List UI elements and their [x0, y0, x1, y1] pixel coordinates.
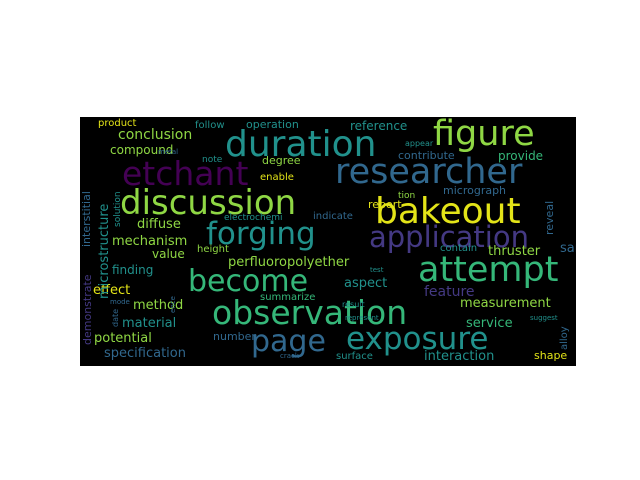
word: height — [197, 244, 229, 255]
word: service — [466, 316, 513, 331]
word: material — [122, 316, 177, 331]
word: page — [251, 324, 326, 359]
word: value — [152, 247, 185, 261]
word: researcher — [335, 152, 523, 192]
word-cloud: duration figure researcher etchant discu… — [80, 117, 576, 366]
word: ence — [169, 296, 177, 313]
word: discussion — [120, 183, 297, 223]
word: crack — [280, 352, 299, 360]
word: electrochemi — [224, 213, 283, 223]
word: degree — [262, 154, 301, 167]
word: mechanism — [112, 234, 188, 249]
word: etchant — [122, 154, 249, 193]
word: test — [370, 266, 384, 274]
word: perfluoropolyether — [228, 255, 350, 270]
word: interstitial — [80, 191, 93, 247]
word: finding — [112, 263, 154, 277]
word: represent — [345, 314, 379, 322]
word: observation — [212, 293, 408, 332]
word: sample — [560, 241, 576, 256]
word: interaction — [424, 349, 495, 364]
word: summarize — [260, 292, 316, 303]
word: become — [188, 264, 309, 299]
word: thruster — [488, 244, 541, 259]
word: compound — [110, 143, 174, 157]
word: application — [369, 220, 529, 254]
word: contain — [440, 243, 478, 254]
word: bakeout — [375, 191, 521, 232]
word: conclusion — [118, 127, 193, 143]
word: specification — [104, 346, 186, 361]
word: alloy — [559, 326, 570, 350]
word: operation — [246, 118, 299, 131]
word: forging — [206, 216, 316, 252]
word: suggest — [530, 314, 558, 322]
word: aspect — [344, 276, 388, 291]
word: micrograph — [443, 184, 507, 197]
word: product — [98, 118, 137, 129]
word: follow — [195, 120, 225, 131]
word: shape — [534, 349, 568, 362]
word: provide — [498, 149, 544, 163]
word: microstructure — [97, 203, 112, 299]
word: report — [368, 198, 402, 211]
word: enable — [260, 172, 294, 183]
word: measurement — [460, 296, 551, 311]
word: number — [213, 330, 256, 343]
word: method — [133, 298, 184, 313]
word: note — [202, 155, 223, 165]
word: tion — [398, 191, 416, 201]
word: contribute — [398, 149, 455, 162]
word: potential — [94, 331, 152, 346]
word: effect — [93, 283, 131, 298]
word: metal — [158, 148, 179, 156]
word: demonstrate — [81, 274, 94, 345]
word: reveal — [543, 200, 556, 235]
word: mode — [110, 298, 130, 306]
word: feature — [424, 284, 475, 300]
word: appear — [405, 139, 434, 148]
word: result — [342, 300, 365, 309]
word: figure — [433, 117, 535, 154]
word: exposure — [346, 321, 489, 357]
word: surface — [336, 351, 373, 362]
word: duration — [225, 124, 377, 165]
word: attempt — [418, 250, 559, 290]
word: date — [111, 308, 120, 327]
word: solution — [113, 191, 123, 227]
word: reference — [350, 119, 408, 133]
word: diffuse — [137, 217, 181, 232]
word: indicate — [313, 211, 353, 222]
